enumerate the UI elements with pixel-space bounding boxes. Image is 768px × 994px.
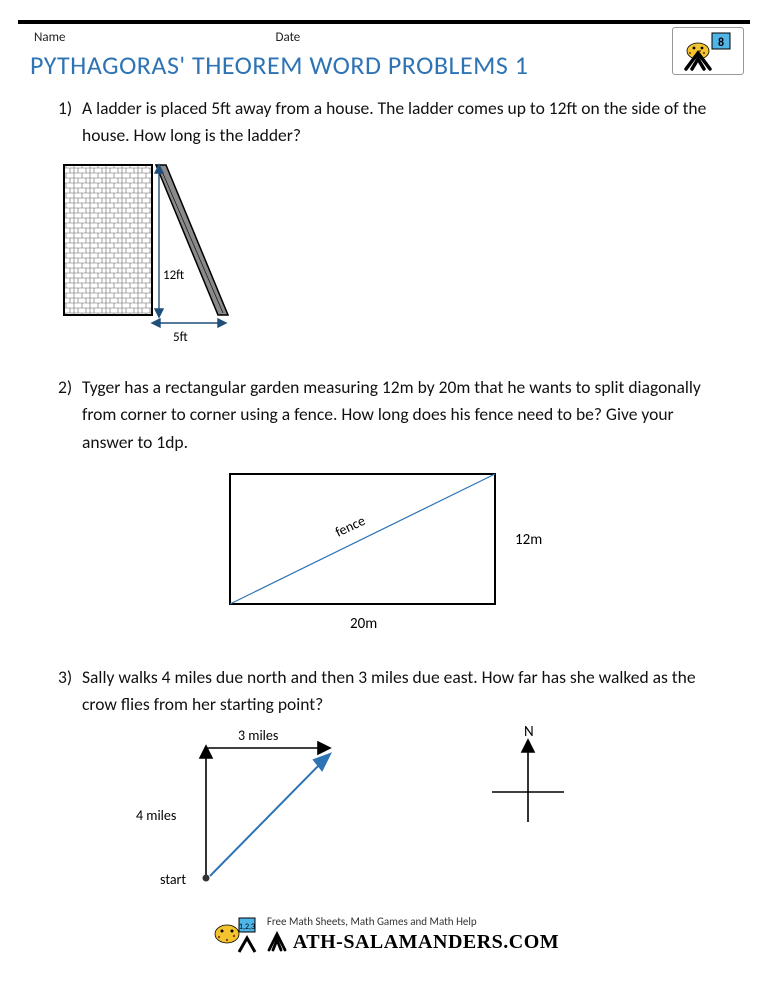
m-logo-icon [267, 930, 293, 952]
footer-brand: ATH-SALAMANDERS.COM [267, 930, 559, 954]
problem-text: Tyger has a rectangular garden measuring… [82, 374, 722, 455]
problem-2: 2) Tyger has a rectangular garden measur… [58, 374, 722, 633]
date-label: Date [275, 30, 300, 45]
problem-1: 1) A ladder is placed 5ft away from a ho… [58, 95, 722, 358]
problem-number: 1) [58, 95, 82, 149]
ladder-diagram-icon: 12ft 5ft [58, 163, 248, 353]
problem-text: A ladder is placed 5ft away from a house… [82, 95, 722, 149]
svg-text:4 miles: 4 miles [136, 807, 176, 824]
svg-text:fence: fence [333, 512, 368, 541]
svg-text:N: N [524, 723, 534, 741]
top-rule [18, 0, 750, 24]
svg-text:12m: 12m [515, 531, 542, 549]
name-label: Name [34, 30, 65, 45]
salamander-logo-icon: 8 [680, 31, 736, 71]
problem-number: 2) [58, 374, 82, 455]
footer-logo-icon: 1,2,3 [209, 912, 259, 954]
svg-text:1,2,3: 1,2,3 [239, 922, 255, 932]
svg-text:8: 8 [718, 36, 724, 50]
footer: 1,2,3 Free Math Sheets, Math Games and M… [0, 912, 768, 954]
figure-1: 12ft 5ft [58, 163, 722, 358]
svg-text:5ft: 5ft [173, 330, 188, 345]
svg-text:12ft: 12ft [163, 268, 184, 283]
compass-icon: N [478, 722, 578, 842]
footer-tagline: Free Math Sheets, Math Games and Math He… [267, 915, 559, 928]
rectangle-diagram-icon: fence 12m 20m [210, 464, 570, 634]
walk-diagram-icon: 3 miles 4 miles start [118, 722, 378, 902]
figure-2: fence 12m 20m [58, 464, 722, 634]
figure-3: 3 miles 4 miles start N [58, 722, 722, 902]
svg-text:start: start [160, 871, 186, 888]
logo-box: 8 [672, 27, 744, 75]
svg-text:3 miles: 3 miles [238, 727, 278, 744]
problem-text: Sally walks 4 miles due north and then 3… [82, 664, 722, 718]
problem-number: 3) [58, 664, 82, 718]
content-area: 1) A ladder is placed 5ft away from a ho… [0, 81, 768, 902]
page-title: PYTHAGORAS' THEOREM WORD PROBLEMS 1 [30, 49, 528, 81]
problem-3: 3) Sally walks 4 miles due north and the… [58, 664, 722, 902]
header-labels: Name Date [0, 24, 768, 45]
svg-text:20m: 20m [350, 615, 377, 633]
